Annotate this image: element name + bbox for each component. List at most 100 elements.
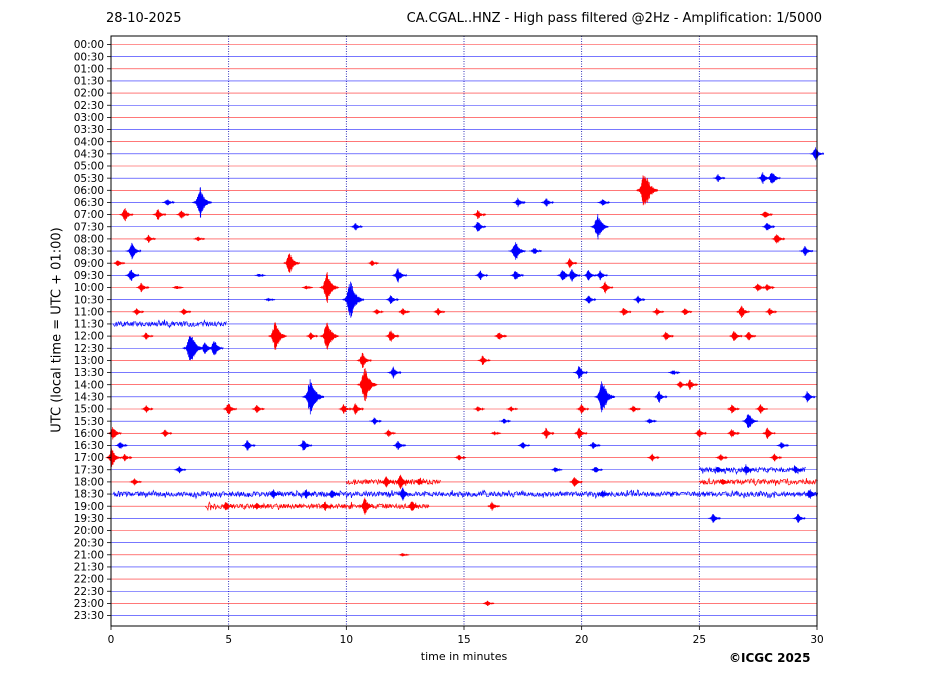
seismic-event <box>653 390 668 403</box>
seismic-event <box>512 197 526 208</box>
seismic-event <box>509 271 524 280</box>
y-tick-label: 10:00 <box>74 282 104 294</box>
y-tick-label: 00:00 <box>74 39 104 51</box>
seismic-event <box>120 453 133 462</box>
seismic-event <box>338 404 352 414</box>
seismic-event <box>632 295 646 304</box>
seismic-event <box>597 490 610 498</box>
seismic-event <box>790 466 803 474</box>
seismic-event <box>472 210 487 219</box>
seismic-event <box>761 223 776 231</box>
seismic-event <box>494 332 508 340</box>
seismic-event <box>222 403 237 415</box>
seismic-event <box>356 368 378 402</box>
seismic-event <box>762 284 775 291</box>
x-tick-label: 10 <box>340 634 353 646</box>
seismic-event <box>385 330 400 342</box>
seismic-event <box>367 260 380 266</box>
y-axis-ticks: 00:0000:3001:0001:3002:0002:3003:0003:30… <box>74 39 111 622</box>
seismic-event <box>341 281 365 318</box>
seismic-event <box>350 223 363 231</box>
seismic-event <box>319 272 339 303</box>
y-tick-label: 09:00 <box>74 258 104 270</box>
grid-layer <box>228 36 700 626</box>
y-tick-label: 17:30 <box>74 464 104 476</box>
y-tick-label: 07:00 <box>74 209 104 221</box>
seismic-event <box>254 273 266 278</box>
seismic-event <box>740 464 755 476</box>
seismic-event <box>590 213 609 240</box>
seismic-event <box>506 406 519 412</box>
seismic-event <box>764 307 778 316</box>
seismic-event <box>573 427 588 439</box>
y-tick-label: 08:30 <box>74 246 104 258</box>
seismic-event <box>582 270 597 281</box>
seismic-event <box>576 404 590 414</box>
seismic-event <box>743 331 757 341</box>
seismic-event <box>267 489 282 499</box>
y-tick-label: 03:30 <box>74 124 104 136</box>
seismic-event <box>566 269 581 282</box>
seismic-event <box>301 285 314 290</box>
y-tick-label: 21:30 <box>74 562 104 574</box>
seismic-event <box>801 391 816 403</box>
seismic-event <box>358 497 375 515</box>
y-tick-label: 12:30 <box>74 343 104 355</box>
y-tick-label: 01:00 <box>74 63 104 75</box>
seismic-event <box>799 246 814 256</box>
seismic-event <box>406 501 421 511</box>
seismic-event <box>356 352 372 368</box>
seismic-event <box>694 428 707 438</box>
seismic-event <box>498 418 511 424</box>
x-tick-label: 20 <box>575 634 588 646</box>
seismic-event <box>380 476 395 488</box>
seismic-event <box>583 295 597 304</box>
seismic-event <box>599 281 614 294</box>
seismic-event <box>162 199 175 206</box>
seismic-event <box>727 429 740 438</box>
y-tick-label: 15:30 <box>74 416 104 428</box>
y-tick-label: 05:30 <box>74 173 104 185</box>
seismic-event <box>136 282 150 293</box>
y-tick-label: 16:30 <box>74 440 104 452</box>
y-tick-label: 05:00 <box>74 161 104 173</box>
seismic-event <box>472 221 487 232</box>
seismic-event <box>529 248 542 254</box>
noise-band <box>113 319 227 329</box>
y-tick-label: 21:00 <box>74 549 104 561</box>
seismic-event <box>735 305 750 318</box>
y-tick-label: 20:00 <box>74 525 104 537</box>
seismic-event <box>319 322 339 350</box>
seismic-event <box>433 308 446 316</box>
seismic-event <box>668 370 681 375</box>
y-tick-label: 14:00 <box>74 379 104 391</box>
seismic-event <box>176 210 190 219</box>
y-tick-label: 11:00 <box>74 306 104 318</box>
seismic-event <box>129 478 142 486</box>
seismic-event <box>152 209 167 220</box>
seismic-event <box>193 236 206 242</box>
seismic-event <box>540 427 555 439</box>
seismic-event <box>298 440 313 451</box>
y-tick-label: 13:30 <box>74 367 104 379</box>
seismic-event <box>391 268 408 283</box>
seismic-event <box>755 404 768 414</box>
seismic-event <box>564 258 578 269</box>
date-label: 28-10-2025 <box>106 11 182 26</box>
x-tick-label: 5 <box>225 634 232 646</box>
seismic-event <box>387 366 402 379</box>
y-tick-label: 09:30 <box>74 270 104 282</box>
seismic-event <box>729 331 743 342</box>
seismic-event <box>569 477 583 487</box>
seismic-event <box>508 242 526 260</box>
trace-layer <box>105 44 825 616</box>
x-tick-label: 15 <box>457 634 470 646</box>
seismic-event <box>394 474 410 490</box>
y-tick-label: 03:00 <box>74 112 104 124</box>
seismic-event <box>712 466 726 473</box>
y-tick-label: 02:00 <box>74 88 104 100</box>
seismic-event <box>369 417 382 425</box>
seismic-event <box>717 478 731 485</box>
seismic-event <box>573 366 588 379</box>
seismic-event <box>727 404 740 414</box>
